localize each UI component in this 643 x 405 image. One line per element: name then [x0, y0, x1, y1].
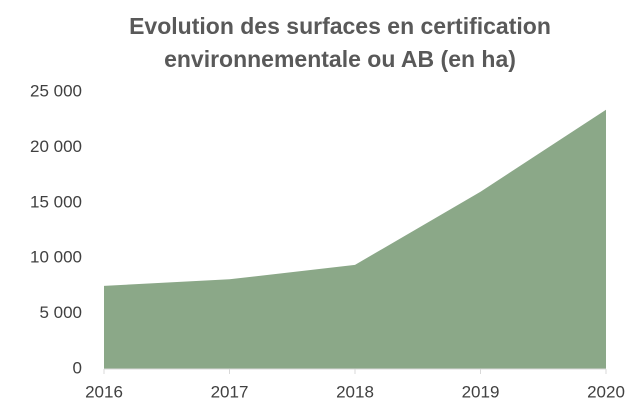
x-tick-label: 2017	[211, 382, 249, 401]
y-tick-label: 10 000	[30, 248, 82, 267]
chart-title: Evolution des surfaces en certification …	[129, 13, 551, 72]
y-tick-label: 5 000	[39, 303, 82, 322]
x-tick-label: 2019	[462, 382, 500, 401]
y-tick-label: 15 000	[30, 192, 82, 211]
area	[104, 109, 606, 369]
y-tick-label: 0	[73, 358, 82, 377]
x-tick-label: 2016	[85, 382, 123, 401]
y-tick-label: 20 000	[30, 137, 82, 156]
x-tick-label: 2018	[336, 382, 374, 401]
x-tick-label: 2020	[587, 382, 625, 401]
y-tick-label: 25 000	[30, 81, 82, 100]
